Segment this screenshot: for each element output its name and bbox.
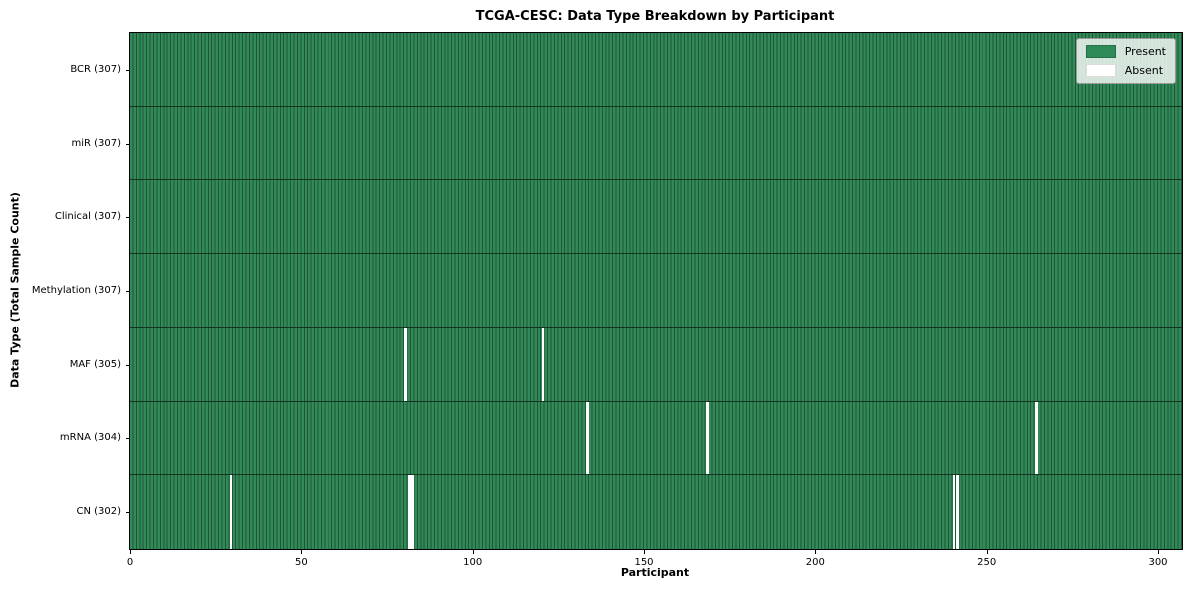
legend-label-present: Present [1124,45,1166,58]
absent-gap-mRNA-264 [1035,401,1038,475]
x-tick-label-50: 50 [294,557,308,568]
x-tick-mark-300 [1158,550,1159,554]
y-tick-label-Methylation: Methylation (307) [31,285,121,296]
absent-gap-CN-81 [407,475,411,549]
absent-gap-mRNA-133 [586,401,589,475]
heatmap-row-CN [130,475,1182,549]
present-swatch-icon [1085,45,1116,58]
y-tick-mark [126,364,130,366]
x-tick-mark-50 [301,550,303,554]
absent-gap-CN-240 [952,475,956,549]
y-tick-label-MAF: MAF (305) [69,358,121,370]
x-tick-label-150: 150 [634,557,654,568]
legend-item-absent: Absent [1085,64,1166,77]
legend-item-present: Present [1085,45,1166,58]
y-tick-label-Clinical: Clinical (307) [54,211,121,223]
heatmap-row-Clinical [130,180,1182,255]
x-tick-label-300: 300 [1148,557,1168,568]
x-tick-mark-0 [130,550,131,554]
y-tick-label-CN: CN (302) [76,506,121,518]
x-tick-label-0: 0 [126,557,134,568]
x-tick-label-100: 100 [463,557,483,568]
y-axis-title: Data Type (Total Sample Count) [8,192,22,388]
absent-gap-CN-82 [411,475,415,549]
legend-label-absent: Absent [1124,64,1164,77]
absent-gap-mRNA-168 [706,401,709,475]
heatmap-row-miR [130,107,1182,181]
y-tick-label-mRNA: mRNA (304) [59,432,121,444]
heatmap-row-mRNA [130,401,1182,476]
x-tick-label-200: 200 [805,557,825,568]
absent-gap-MAF-80 [404,327,408,401]
y-tick-mark [126,69,130,71]
heatmap-row-Methylation [130,254,1182,328]
x-tick-mark-150 [644,550,645,554]
y-tick-mark [126,217,130,219]
x-tick-mark-200 [815,550,817,554]
y-tick-mark [126,438,130,440]
absent-gap-CN-241 [956,475,959,549]
x-tick-mark-100 [472,550,474,554]
x-axis-title: Participant [620,566,690,579]
plot-area: BCR (307) miR (307) Clinical (307) Methylat… [32,32,1183,568]
y-tick-mark [126,512,130,514]
chart-title: TCGA-CESC: Data Type Breakdown by Partic… [475,9,835,24]
absent-swatch-icon [1085,64,1116,77]
absent-gap-MAF-120 [541,327,545,401]
heatmap-row-MAF [130,327,1182,402]
y-tick-mark [126,143,130,145]
x-tick-label-250: 250 [977,557,997,568]
legend: Present Absent [1075,38,1176,84]
y-tick-mark [126,291,130,292]
x-tick-mark-250 [986,550,988,554]
y-tick-label-BCR: BCR (307) [70,63,121,75]
absent-gap-CN-29 [229,475,233,549]
heatmap-row-BCR [130,33,1182,107]
y-tick-label-miR: miR (307) [71,137,121,149]
